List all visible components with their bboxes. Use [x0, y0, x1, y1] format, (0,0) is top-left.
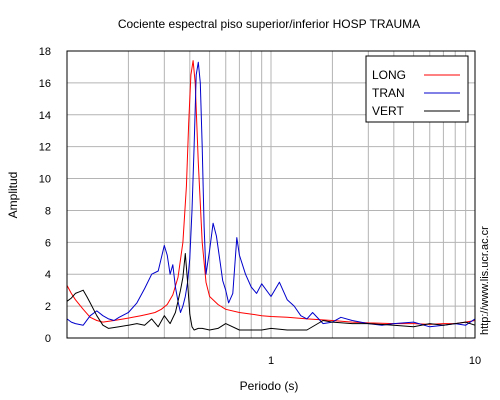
y-tick-label: 10	[39, 174, 51, 186]
y-tick-label: 16	[39, 78, 51, 90]
y-axis-label: Amplitud	[6, 172, 20, 219]
legend-label-long: LONG	[372, 68, 406, 82]
plot-frame	[66, 50, 476, 339]
legend-label-tran: TRAN	[372, 86, 405, 100]
y-tick-label: 14	[39, 110, 51, 122]
grid	[67, 50, 475, 339]
chart-title: Cociente espectral piso superior/inferio…	[118, 17, 420, 31]
y-tick-label: 18	[39, 46, 51, 58]
series-line-tran	[66, 61, 476, 328]
y-tick-label: 0	[45, 333, 51, 345]
y-tick-label: 8	[45, 205, 51, 217]
series-line-vert	[66, 253, 476, 331]
legend-label-vert: VERT	[372, 104, 404, 118]
y-tick-label: 2	[45, 301, 51, 313]
x-axis-label: Periodo (s)	[240, 379, 299, 393]
y-tick-label: 6	[45, 237, 51, 249]
url-text: http://www.lis.ucr.ac.cr	[479, 226, 491, 335]
y-tick-label: 4	[45, 269, 51, 281]
series-group	[66, 60, 476, 331]
x-tick-label: 1	[268, 355, 274, 367]
x-tick-labels: 1 10	[268, 355, 481, 367]
y-tick-label: 12	[39, 142, 51, 154]
x-tick-label: 10	[469, 355, 481, 367]
y-tick-labels: 0 2 4 6 8 10 12 14 16 18	[39, 46, 51, 345]
legend: LONG TRAN VERT	[365, 55, 469, 123]
